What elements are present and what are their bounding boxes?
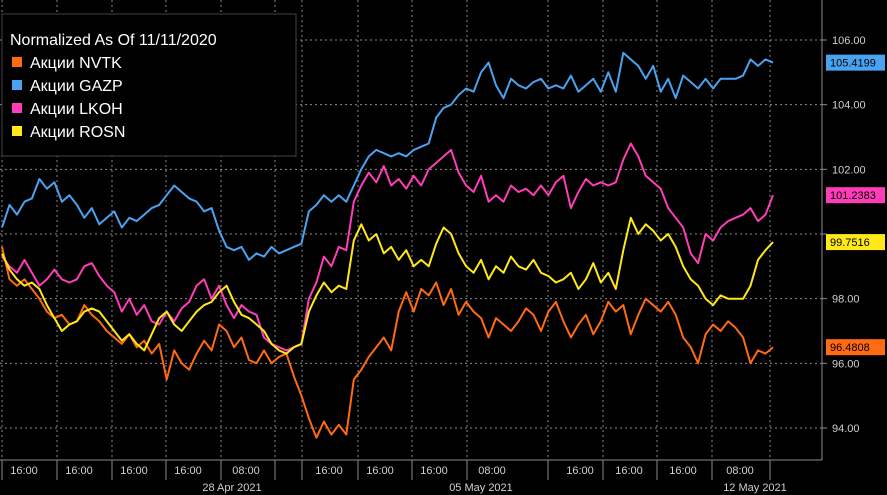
x-axis-ticks: 16:00 16:00 16:00 16:00 08:00 16:00 16:00 16:00… [1, 460, 787, 494]
chart-title: Normalized As Of 11/11/2020 [10, 32, 217, 49]
y-tick-label: 98.00 [832, 294, 860, 306]
legend-box [1, 13, 297, 157]
x-tick-label: 16:00 [615, 465, 643, 477]
last-value-badge-2 [826, 187, 885, 204]
y-tick-label: 94.00 [832, 423, 860, 435]
last-value-badge-3 [826, 234, 885, 251]
x-date-label: 05 May 2021 [449, 482, 513, 494]
series-line-2 [1, 142, 774, 352]
series-line-3 [1, 216, 774, 355]
last-value-badge-0 [826, 339, 885, 356]
y-tick-label: 104.00 [832, 100, 866, 112]
y-tick-label: 96.00 [832, 358, 860, 370]
legend-label-0: Акции NVTK [30, 55, 122, 72]
y-tick-label: 106.00 [832, 35, 866, 47]
last-value-text-2: 101.2383 [830, 190, 876, 202]
x-tick-label: 16:00 [10, 465, 38, 477]
y-axis-ticks: 94.00 96.00 98.00 102.00 104.00 106.00 [822, 35, 866, 435]
last-value-badges: 96.4808 105.4199 101.2383 99.7516 [826, 54, 885, 356]
legend-items: Акции NVTK Акции GAZP Акции LKOH Акции ROSN [12, 55, 125, 141]
legend-swatch-3 [12, 126, 22, 136]
x-tick-label: 16:00 [315, 465, 343, 477]
last-value-text-0: 96.4808 [830, 342, 870, 354]
legend-swatch-2 [12, 103, 22, 113]
legend: Normalized As Of 11/11/2020 Акции NVTKАк… [1, 13, 297, 157]
last-value-text-3: 99.7516 [830, 237, 870, 249]
x-tick-label: 08:00 [726, 465, 754, 477]
x-tick-label: 16:00 [420, 465, 448, 477]
last-value-text-1: 105.4199 [830, 58, 876, 70]
legend-label-1: Акции GAZP [30, 78, 123, 95]
x-tick-label: 16:00 [366, 465, 394, 477]
x-tick-label: 08:00 [478, 465, 506, 477]
series-line-1 [1, 51, 774, 261]
series-lines [1, 51, 774, 439]
x-tick-label: 16:00 [669, 465, 697, 477]
x-tick-label: 16:00 [566, 465, 594, 477]
x-tick-label: 16:00 [120, 465, 148, 477]
y-tick-label: 102.00 [832, 164, 866, 176]
x-date-label: 12 May 2021 [723, 482, 787, 494]
legend-label-3: Акции ROSN [30, 124, 125, 141]
legend-label-2: Акции LKOH [30, 101, 123, 118]
x-tick-label: 16:00 [174, 465, 202, 477]
x-tick-label: 08:00 [232, 465, 260, 477]
x-date-label: 28 Apr 2021 [202, 482, 261, 494]
legend-swatch-1 [12, 80, 22, 90]
last-value-badge-1 [826, 54, 885, 71]
x-tick-label: 16:00 [65, 465, 93, 477]
legend-swatch-0 [12, 57, 22, 67]
